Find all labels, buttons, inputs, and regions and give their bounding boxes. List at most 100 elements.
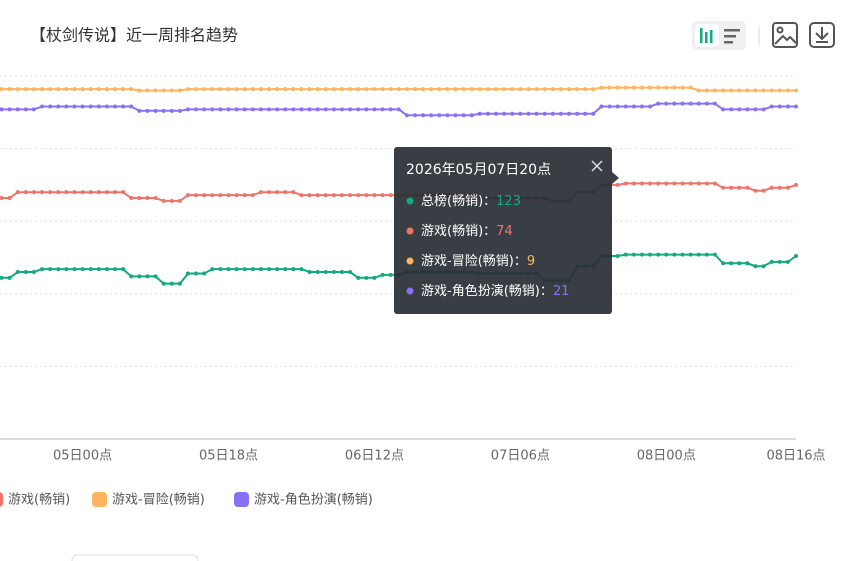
tooltip-box — [394, 147, 612, 314]
data-point — [56, 190, 61, 195]
legend-item[interactable]: 游戏-角色扮演(畅销) — [234, 492, 373, 508]
data-point — [494, 111, 499, 116]
data-point — [380, 193, 385, 198]
data-point — [315, 193, 320, 198]
data-point — [331, 270, 336, 275]
data-point — [177, 88, 182, 93]
data-point — [40, 104, 45, 109]
data-point — [161, 198, 166, 203]
data-point — [567, 111, 571, 116]
data-point — [477, 87, 482, 92]
data-point — [72, 87, 77, 92]
data-point — [104, 267, 109, 272]
download-button[interactable] — [809, 22, 835, 48]
data-point — [388, 87, 393, 92]
data-point — [210, 87, 215, 92]
data-point — [656, 252, 661, 257]
data-point — [15, 270, 20, 275]
tooltip-name: 游戏(畅销)： — [421, 224, 496, 239]
data-point — [7, 107, 12, 112]
legend-label: 游戏-角色扮演(畅销) — [254, 492, 373, 508]
data-point — [494, 87, 499, 92]
data-point — [412, 87, 417, 92]
data-point — [40, 267, 45, 272]
data-point — [161, 281, 166, 286]
data-point — [234, 87, 239, 92]
data-point — [210, 193, 215, 198]
data-point — [210, 107, 215, 112]
data-point — [372, 275, 377, 280]
data-point — [761, 188, 766, 193]
data-point — [64, 87, 69, 92]
data-point — [769, 88, 774, 93]
data-point — [0, 275, 4, 280]
data-point — [623, 252, 628, 257]
data-point — [194, 271, 199, 276]
data-point — [412, 113, 417, 118]
data-point — [177, 198, 182, 203]
data-point — [48, 190, 53, 195]
data-point — [453, 113, 458, 118]
data-point — [785, 185, 790, 190]
data-point — [202, 193, 207, 198]
tooltip-row: 游戏-角色扮演(畅销)：21 — [421, 283, 569, 299]
chart-title: 【杖剑传说】近一周排名趋势 — [30, 26, 238, 45]
data-point — [96, 190, 101, 195]
data-point — [31, 87, 36, 92]
data-point — [607, 104, 612, 109]
data-point — [323, 107, 328, 112]
data-point — [194, 107, 199, 112]
data-point — [283, 87, 288, 92]
data-point — [534, 87, 539, 92]
data-point — [761, 88, 766, 93]
data-point — [15, 190, 20, 195]
data-point — [583, 111, 588, 116]
x-tick-label: 07日06点 — [491, 449, 550, 464]
data-point — [40, 87, 45, 92]
data-point — [242, 87, 247, 92]
data-point — [234, 267, 239, 272]
image-button[interactable] — [772, 22, 798, 48]
data-point — [421, 113, 426, 118]
data-point — [104, 87, 109, 92]
data-point — [664, 101, 669, 106]
legend-item[interactable]: 游戏(畅销) — [0, 492, 70, 508]
data-point — [153, 108, 158, 113]
data-point — [745, 88, 750, 93]
data-point — [550, 87, 555, 92]
data-point — [185, 271, 190, 276]
toolbar — [692, 21, 835, 50]
data-point — [121, 87, 126, 92]
data-point — [356, 87, 361, 92]
data-point — [291, 190, 296, 195]
data-point — [145, 88, 150, 93]
data-point — [380, 107, 385, 112]
data-point — [672, 85, 677, 90]
data-point — [307, 193, 312, 198]
legend-label: 游戏(畅销) — [8, 493, 70, 508]
data-point — [299, 87, 304, 92]
tooltip-close[interactable] — [591, 160, 603, 172]
data-point — [275, 107, 280, 112]
data-point — [656, 101, 661, 106]
data-point — [80, 104, 85, 109]
legend-label: 游戏-冒险(畅销) — [112, 493, 205, 508]
data-point — [348, 107, 353, 112]
data-point — [696, 88, 701, 93]
data-point — [364, 193, 369, 198]
data-point — [696, 101, 701, 106]
x-tick-label: 06日12点 — [345, 449, 404, 464]
data-point — [631, 181, 636, 186]
data-point — [639, 181, 644, 186]
legend-item[interactable]: 游戏-冒险(畅销) — [92, 492, 205, 508]
data-point — [753, 264, 758, 269]
data-point — [729, 185, 734, 190]
data-point — [80, 190, 85, 195]
data-point — [615, 182, 620, 187]
data-point — [161, 88, 166, 93]
data-point — [185, 107, 190, 112]
data-point — [445, 113, 450, 118]
data-point — [631, 104, 636, 109]
data-point — [777, 259, 782, 264]
data-point — [15, 107, 20, 112]
